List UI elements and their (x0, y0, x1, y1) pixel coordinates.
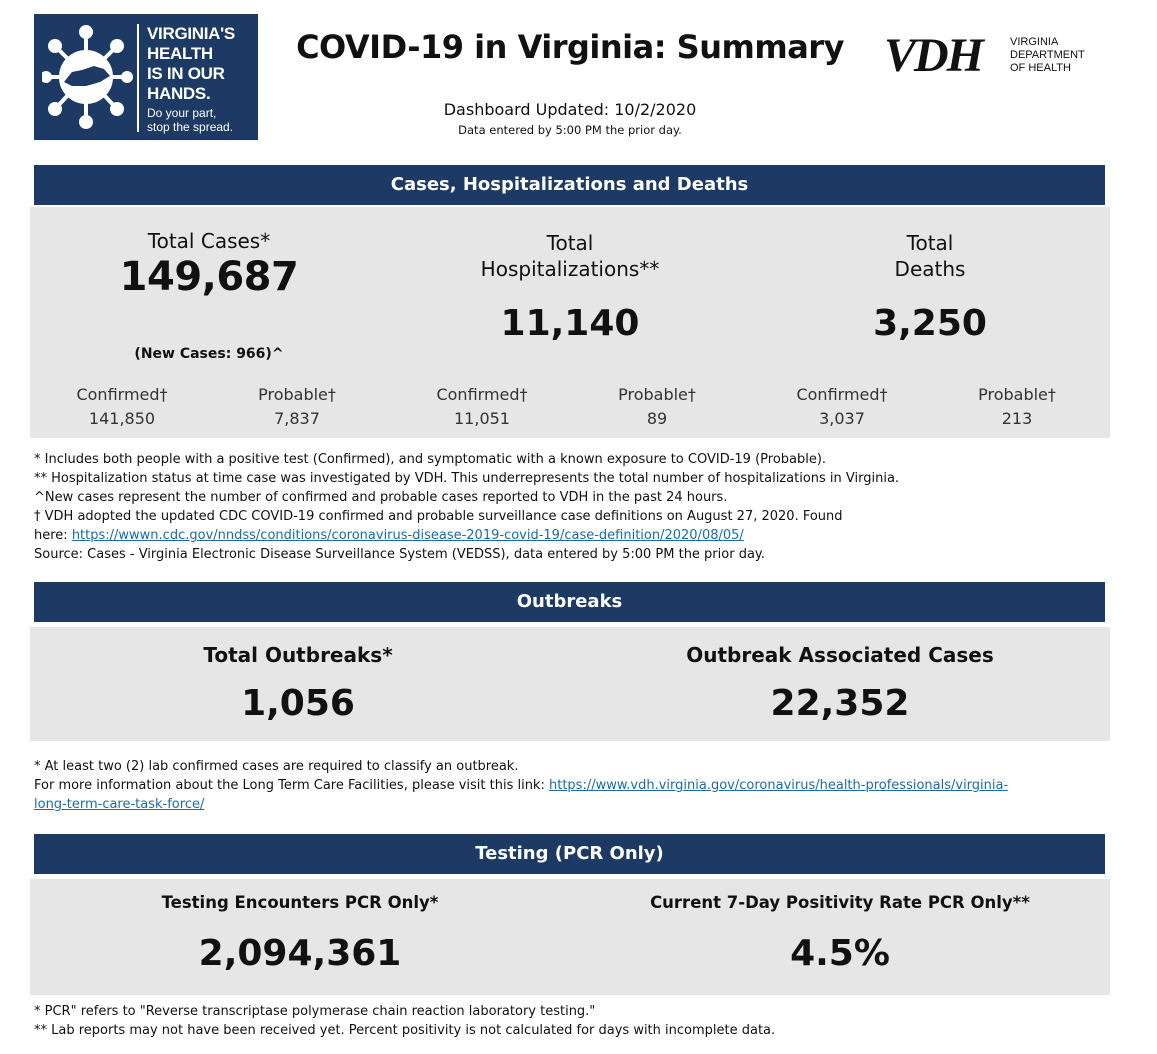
page-title: COVID-19 in Virginia: Summary (296, 28, 844, 66)
total-deaths-label-1: Total (906, 231, 954, 255)
cases-note-1: * Includes both people with a positive t… (34, 452, 827, 467)
cases-note-here-prefix: here: (34, 528, 72, 543)
logo-line-3: IS IN OUR (147, 64, 225, 83)
cases-probable-value: 7,837 (274, 409, 320, 428)
cases-note-here: here: https://wwwn.cdc.gov/nndss/conditi… (34, 526, 1114, 545)
virus-icon (42, 25, 133, 129)
outbreaks-note-2: For more information about the Long Term… (34, 776, 1114, 795)
logo-tagline-1: Do your part, (147, 106, 217, 120)
total-hospitalizations-label-1: Total (546, 231, 594, 255)
total-hospitalizations-label-2: Hospitalizations** (480, 257, 660, 281)
cases-confirmed-value: 141,850 (88, 409, 156, 428)
outbreaks-section-header: Outbreaks (34, 582, 1105, 622)
cases-note-4: † VDH adopted the updated CDC COVID-19 c… (34, 509, 843, 524)
cases-note-2: ** Hospitalization status at time case w… (34, 471, 900, 486)
testing-panel: Testing Encounters PCR Only* 2,094,361 C… (30, 879, 1110, 995)
dashboard-updated: Dashboard Updated: 10/2/2020 (443, 100, 697, 119)
total-cases-value: 149,687 (119, 254, 299, 300)
outbreak-associated-cases-label: Outbreak Associated Cases (686, 643, 994, 667)
dashboard-updated-note: Data entered by 5:00 PM the prior day. (458, 123, 682, 137)
cases-section-header: Cases, Hospitalizations and Deaths (34, 165, 1105, 205)
deaths-confirmed-value: 3,037 (819, 409, 865, 428)
outbreak-associated-cases-value: 22,352 (770, 683, 910, 724)
vdh-letters: VDH (884, 29, 984, 82)
deaths-probable-value: 213 (1001, 409, 1033, 428)
positivity-rate-value: 4.5% (790, 933, 890, 974)
vdh-line-2: DEPARTMENT (1010, 49, 1085, 61)
total-deaths-label-2: Deaths (894, 257, 966, 281)
hosp-confirmed-value: 11,051 (454, 409, 510, 428)
logo-divider (137, 24, 139, 132)
positivity-rate-label: Current 7-Day Positivity Rate PCR Only** (650, 893, 1030, 912)
hosp-confirmed-label: Confirmed† (436, 385, 528, 404)
virginia-health-logo: VIRGINIA'S HEALTH IS IN OUR HANDS. Do yo… (34, 14, 258, 140)
testing-note-1: * PCR" refers to "Reverse transcriptase … (34, 1004, 596, 1019)
cases-panel: Total Cases* 149,687 (New Cases: 966)^ T… (30, 207, 1110, 438)
new-cases: (New Cases: 966)^ (134, 346, 284, 362)
total-deaths-value: 3,250 (873, 303, 987, 344)
vdh-line-1: VIRGINIA (1010, 36, 1059, 48)
total-outbreaks-label: Total Outbreaks* (203, 643, 393, 667)
outbreaks-note-3: long-term-care-task-force/ (34, 795, 1114, 814)
total-hospitalizations-value: 11,140 (500, 303, 640, 344)
total-outbreaks-value: 1,056 (241, 683, 355, 724)
testing-note-2: ** Lab reports may not have been receive… (34, 1023, 776, 1038)
logo-tagline-2: stop the spread. (147, 120, 234, 134)
cases-notes: * Includes both people with a positive t… (34, 450, 1114, 564)
cases-probable-label: Probable† (258, 385, 336, 404)
ltc-task-force-link-cont[interactable]: long-term-care-task-force/ (34, 797, 205, 812)
deaths-confirmed-label: Confirmed† (796, 385, 888, 404)
outbreaks-panel: Total Outbreaks* 1,056 Outbreak Associat… (30, 627, 1110, 741)
testing-section-header: Testing (PCR Only) (34, 834, 1105, 874)
logo-line-2: HEALTH (147, 44, 213, 63)
logo-line-4: HANDS. (147, 84, 211, 103)
cases-note-3: ^New cases represent the number of confi… (34, 490, 728, 505)
hosp-probable-value: 89 (646, 409, 668, 428)
outbreaks-note-1: * At least two (2) lab confirmed cases a… (34, 759, 519, 774)
outbreaks-note-2-prefix: For more information about the Long Term… (34, 778, 549, 793)
cases-confirmed-label: Confirmed† (76, 385, 168, 404)
hosp-probable-label: Probable† (618, 385, 696, 404)
total-cases-label: Total Cases* (147, 229, 271, 253)
cases-note-source: Source: Cases - Virginia Electronic Dise… (34, 547, 765, 562)
cdc-definition-link[interactable]: https://wwwn.cdc.gov/nndss/conditions/co… (71, 528, 744, 543)
testing-notes: * PCR" refers to "Reverse transcriptase … (34, 1002, 1114, 1040)
outbreaks-notes: * At least two (2) lab confirmed cases a… (34, 757, 1114, 814)
testing-encounters-value: 2,094,361 (198, 933, 402, 974)
deaths-probable-label: Probable† (978, 385, 1056, 404)
ltc-task-force-link[interactable]: https://www.vdh.virginia.gov/coronavirus… (548, 778, 1009, 793)
testing-encounters-label: Testing Encounters PCR Only* (161, 893, 439, 912)
logo-line-1: VIRGINIA'S (147, 24, 235, 43)
vdh-line-3: OF HEALTH (1010, 62, 1071, 74)
